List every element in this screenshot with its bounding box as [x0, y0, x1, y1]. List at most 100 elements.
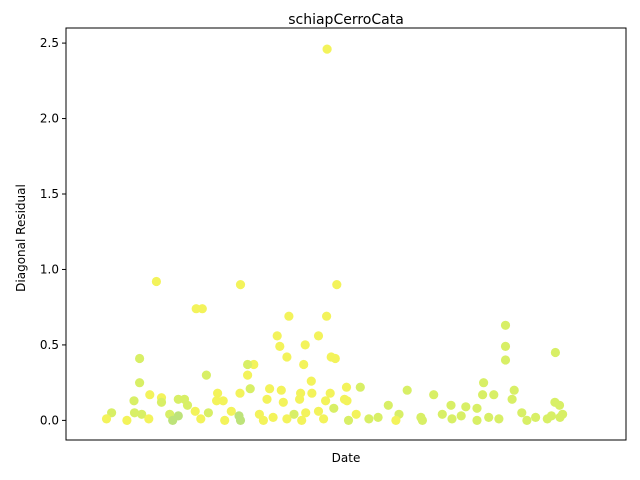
data-point	[500, 320, 511, 330]
data-point	[262, 394, 272, 404]
data-point	[235, 280, 246, 290]
data-point	[289, 409, 299, 419]
data-point	[190, 406, 200, 416]
data-point	[220, 415, 230, 425]
data-point	[313, 331, 324, 341]
data-point	[322, 311, 332, 321]
data-point	[391, 415, 401, 425]
data-point	[472, 403, 482, 413]
data-point	[300, 340, 310, 350]
data-point	[325, 388, 335, 398]
data-point	[555, 412, 565, 422]
data-point	[151, 276, 161, 287]
data-point	[429, 390, 439, 400]
data-point	[343, 415, 354, 425]
data-point	[235, 388, 245, 398]
data-point	[235, 415, 246, 425]
data-point	[517, 408, 527, 418]
data-point	[197, 304, 207, 314]
y-tick-label: 2.5	[40, 36, 59, 50]
data-point	[461, 402, 471, 412]
data-point	[258, 415, 268, 425]
data-point	[101, 414, 112, 424]
data-point	[321, 396, 331, 406]
data-point	[278, 397, 288, 407]
data-point	[330, 353, 340, 364]
chart-title: schiapCerroCata	[288, 12, 404, 28]
plot-frame	[65, 27, 627, 441]
points-layer	[101, 44, 568, 425]
data-point	[437, 409, 447, 419]
data-point	[307, 388, 317, 398]
data-point	[245, 384, 255, 394]
data-point	[383, 400, 393, 410]
data-point	[212, 396, 222, 406]
y-tick-label: 2.0	[40, 112, 59, 126]
data-point	[554, 400, 565, 410]
data-point	[332, 280, 342, 290]
data-point	[144, 414, 154, 424]
data-point	[201, 370, 211, 380]
y-tick-label: 1.0	[40, 262, 59, 276]
data-point	[489, 390, 499, 400]
y-tick-label: 0.0	[40, 413, 59, 427]
data-point	[364, 414, 374, 424]
data-point	[137, 409, 147, 419]
data-point	[446, 400, 456, 410]
data-point	[129, 396, 139, 406]
data-point	[265, 384, 275, 394]
data-point	[447, 414, 457, 424]
data-point	[306, 376, 316, 386]
data-point	[301, 408, 311, 418]
data-point	[509, 385, 519, 395]
data-point	[550, 347, 561, 358]
data-point	[107, 408, 117, 418]
data-point	[402, 385, 412, 395]
data-point	[500, 355, 511, 365]
data-point	[313, 406, 324, 416]
data-point	[299, 359, 309, 370]
data-point	[213, 388, 223, 398]
data-point	[507, 394, 517, 404]
data-point	[282, 414, 292, 424]
data-point	[295, 394, 305, 404]
data-point	[135, 378, 145, 388]
data-point	[218, 396, 228, 406]
data-point	[355, 382, 365, 392]
data-point	[494, 414, 504, 424]
data-point	[276, 385, 286, 395]
data-point	[322, 44, 332, 54]
data-point	[342, 396, 352, 406]
data-point	[522, 415, 532, 425]
data-point	[479, 378, 489, 388]
data-point	[542, 414, 552, 424]
data-point	[275, 341, 285, 351]
y-tick-label: 0.5	[40, 338, 59, 352]
data-point	[196, 414, 206, 424]
data-point	[284, 311, 294, 321]
data-point	[268, 412, 278, 422]
data-point	[156, 397, 167, 407]
data-point	[203, 408, 213, 418]
y-ticks: 0.0 0.5 1.0 1.5 2.0 2.5	[40, 36, 66, 427]
data-point	[243, 370, 253, 380]
data-point	[182, 400, 193, 410]
data-point	[478, 390, 488, 400]
data-point	[373, 412, 383, 422]
data-point	[341, 382, 352, 392]
data-point	[472, 415, 482, 425]
axes-layer	[65, 27, 627, 441]
data-point	[297, 415, 307, 425]
data-point	[226, 406, 236, 416]
data-point	[417, 415, 427, 425]
data-point	[484, 412, 494, 422]
data-point	[282, 352, 292, 362]
x-axis-label: Date	[332, 451, 361, 465]
data-point	[135, 353, 145, 364]
data-point	[243, 359, 253, 370]
data-point	[531, 412, 541, 422]
data-point	[329, 403, 339, 413]
data-point	[145, 390, 155, 400]
data-point	[168, 415, 178, 425]
